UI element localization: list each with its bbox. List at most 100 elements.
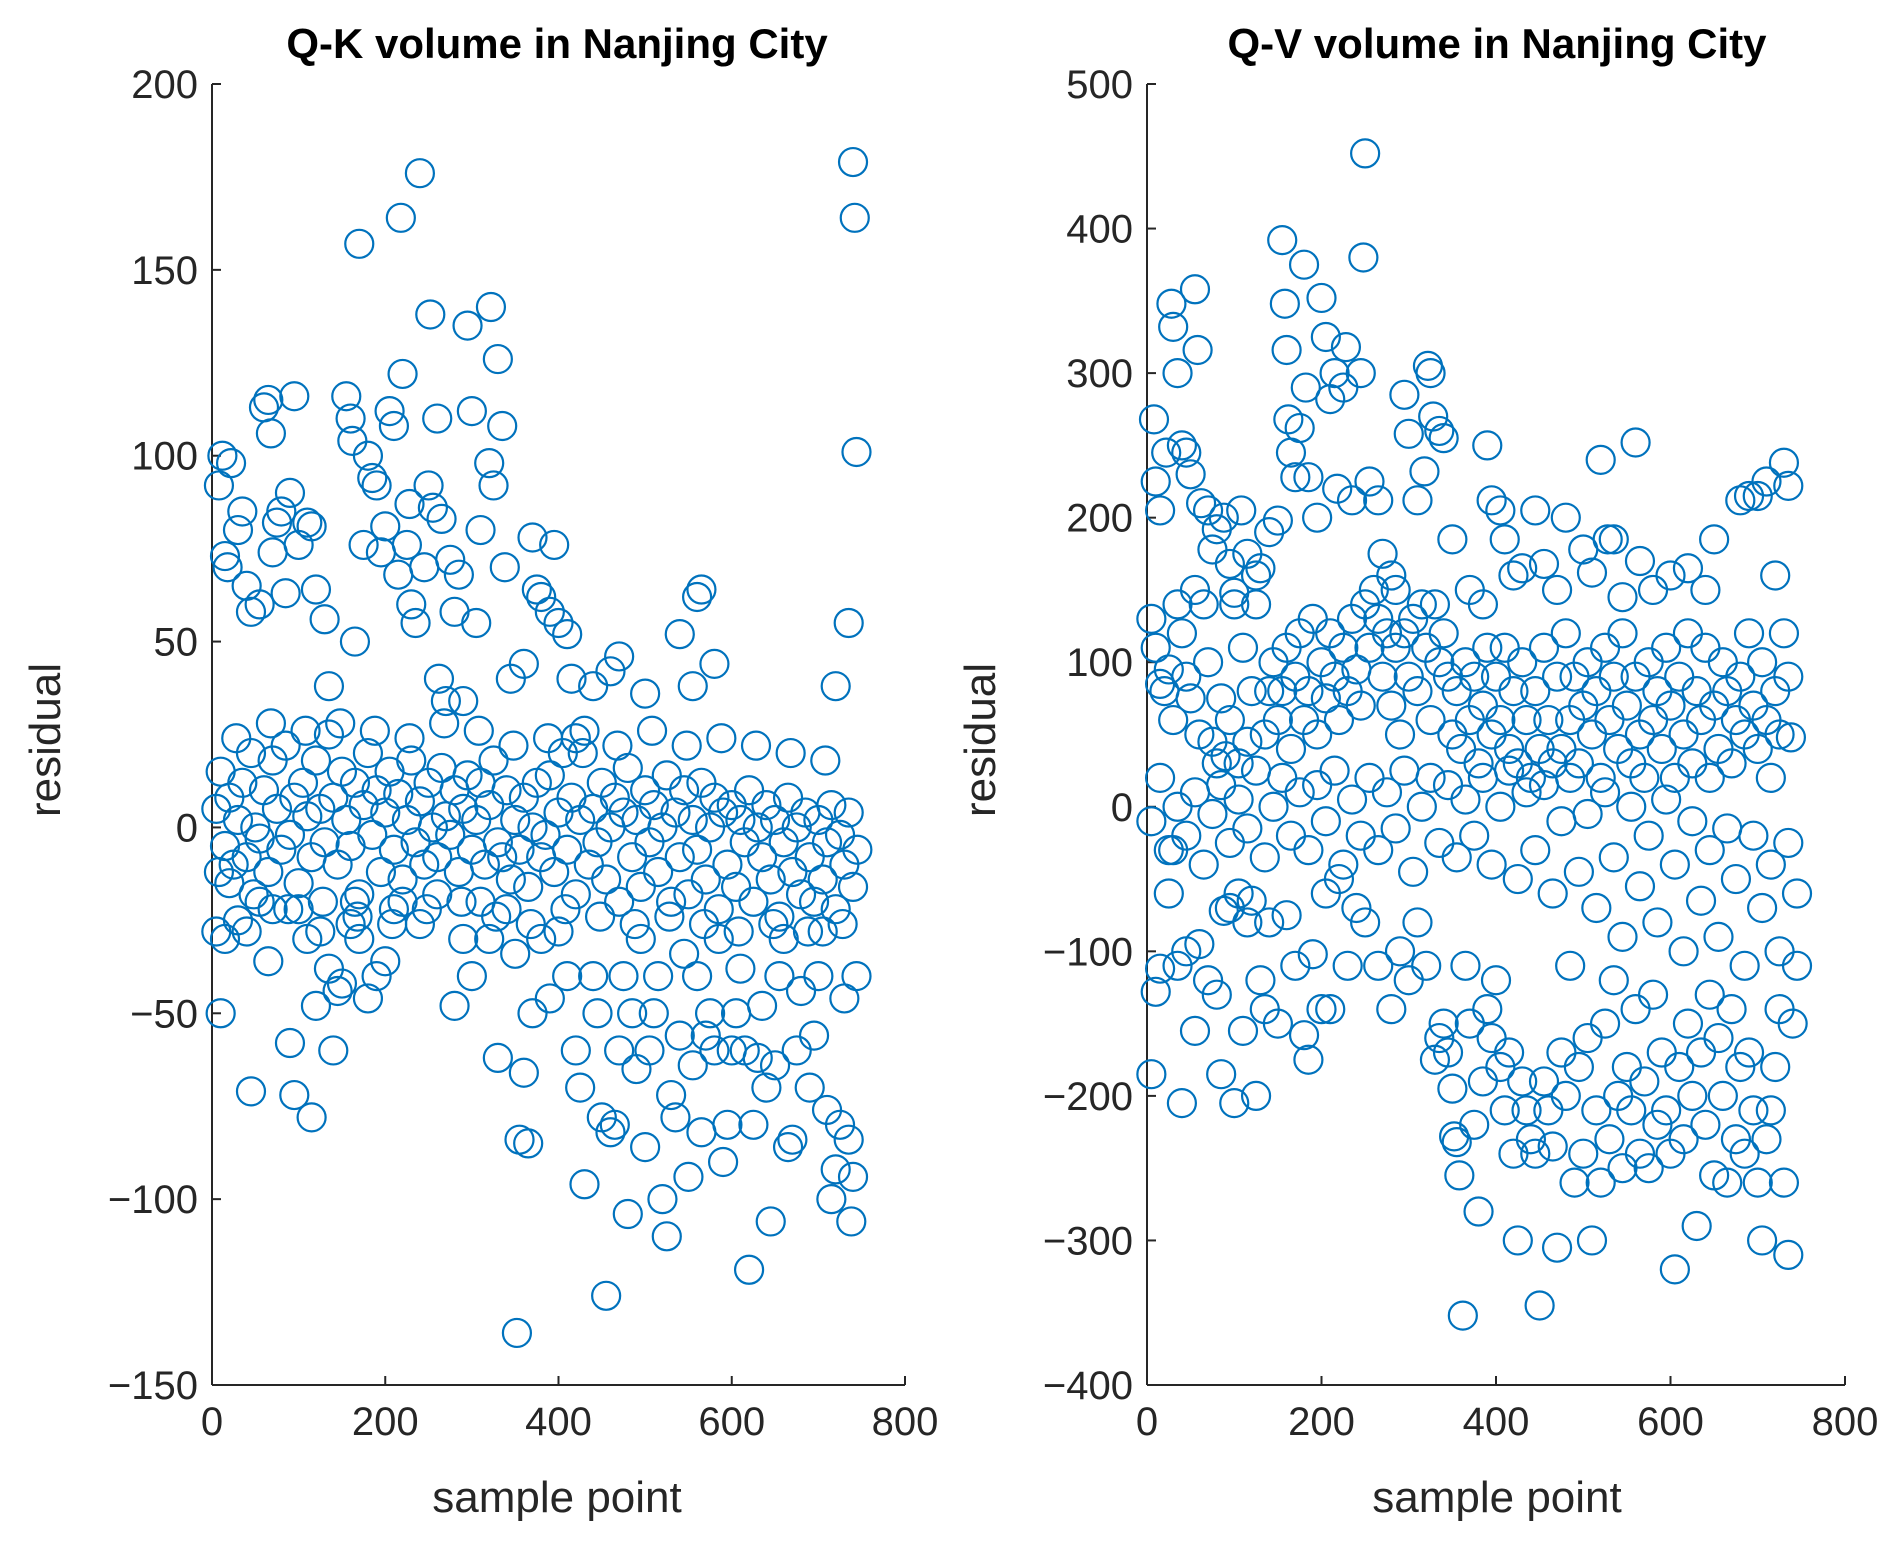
data-point [1380, 574, 1411, 606]
data-point [1206, 683, 1237, 714]
data-point [1463, 1196, 1494, 1227]
data-point [1245, 965, 1276, 996]
y-tick-label: −400 [1043, 1364, 1133, 1408]
data-point [1428, 1008, 1459, 1039]
data-point [1781, 878, 1813, 909]
data-point [1646, 1037, 1677, 1068]
data-point [798, 886, 830, 917]
data-point [1444, 1160, 1475, 1191]
data-point [664, 842, 695, 873]
data-point [651, 1221, 682, 1252]
data-point [1598, 842, 1629, 873]
data-point [352, 440, 384, 471]
data-point [478, 470, 509, 501]
data-point [552, 619, 583, 650]
data-point [475, 291, 507, 323]
data-point [244, 823, 275, 854]
data-point [1655, 690, 1686, 721]
data-point [617, 842, 648, 873]
data-point [1607, 582, 1638, 613]
data-point [1712, 1167, 1743, 1198]
data-point [1262, 1008, 1293, 1039]
data-point [1707, 647, 1738, 678]
data-point [1616, 791, 1647, 822]
data-point [1402, 907, 1433, 938]
data-point [820, 671, 851, 702]
data-point [238, 879, 269, 910]
data-point [359, 715, 390, 746]
data-point [463, 715, 494, 746]
data-point [707, 797, 739, 828]
data-point [1424, 415, 1455, 447]
data-point [1262, 704, 1293, 736]
data-point [1393, 418, 1424, 449]
data-point [1254, 676, 1285, 707]
data-point [1302, 502, 1333, 533]
data-point [1354, 466, 1385, 497]
data-point [417, 492, 448, 523]
data-point [1533, 704, 1564, 736]
data-point [1720, 1124, 1752, 1155]
data-point [257, 894, 288, 925]
y-tick-label: −100 [1043, 930, 1133, 974]
data-point [526, 581, 557, 613]
data-point [339, 626, 371, 657]
data-point [699, 1035, 730, 1066]
data-point [378, 410, 410, 442]
data-point [1668, 936, 1699, 967]
data-point [474, 790, 505, 821]
data-point [331, 381, 362, 412]
data-point [1742, 1167, 1773, 1198]
data-point [253, 856, 284, 888]
data-point [1236, 885, 1267, 916]
data-point [1345, 358, 1376, 389]
data-point [227, 767, 258, 798]
data-point [798, 1020, 830, 1051]
data-point [1293, 835, 1324, 866]
data-point [1254, 907, 1285, 938]
data-point [300, 990, 332, 1021]
data-point [681, 961, 713, 992]
data-point [504, 834, 535, 865]
data-point [1214, 827, 1245, 859]
data-point [1409, 456, 1440, 487]
data-point [630, 1132, 661, 1163]
data-point [361, 961, 392, 992]
data-point [1136, 603, 1167, 634]
data-point [1179, 274, 1211, 305]
data-point [1498, 1138, 1529, 1169]
data-point [1594, 1124, 1625, 1155]
data-point [357, 819, 388, 850]
data-point [235, 596, 267, 627]
data-point [391, 529, 423, 561]
data-point [824, 819, 856, 850]
data-point [487, 842, 518, 873]
data-point [1550, 502, 1581, 533]
data-point [207, 440, 238, 471]
data-point [1441, 1127, 1472, 1158]
y-tick-label: 0 [176, 806, 198, 850]
data-point [1592, 524, 1623, 555]
data-point [841, 436, 872, 468]
data-point [1428, 618, 1459, 649]
data-point [742, 812, 773, 843]
data-point [1467, 589, 1499, 620]
data-point [837, 1161, 869, 1192]
data-point [1733, 618, 1765, 649]
data-point [396, 745, 427, 776]
data-point [833, 797, 864, 828]
data-point [1624, 545, 1656, 577]
data-point [768, 923, 799, 955]
data-point [1136, 1059, 1167, 1090]
data-point [1428, 423, 1459, 454]
data-point [491, 894, 522, 925]
data-point [1511, 1095, 1542, 1126]
data-point [1563, 748, 1594, 779]
data-point [824, 1109, 856, 1140]
data-point [755, 864, 786, 895]
data-point [690, 1020, 721, 1051]
data-point [1288, 249, 1320, 280]
data-point [1348, 242, 1379, 273]
data-point [1206, 1059, 1237, 1090]
y-tick-label: 100 [131, 435, 198, 479]
